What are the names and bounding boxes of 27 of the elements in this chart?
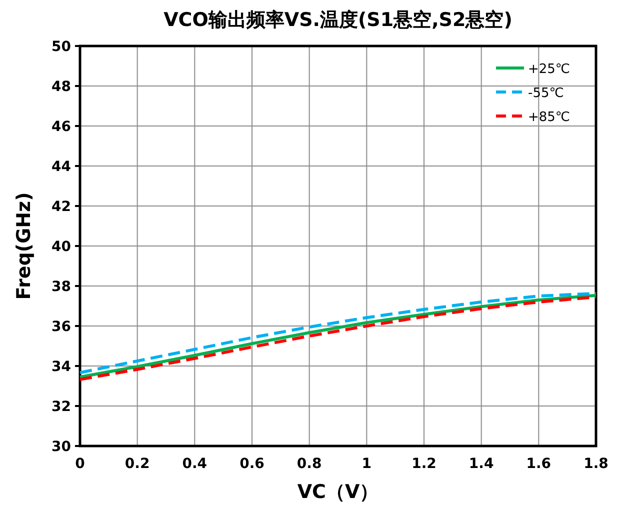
legend-label: +85℃ (528, 110, 570, 125)
y-tick-label: 48 (52, 79, 71, 95)
legend-label: -55℃ (528, 86, 564, 101)
x-tick-label: 1.2 (412, 456, 436, 472)
x-tick-label: 0.4 (182, 456, 208, 472)
legend-label: +25℃ (528, 62, 570, 77)
y-tick-label: 34 (52, 359, 72, 375)
x-tick-label: 1.6 (526, 456, 552, 472)
y-tick-label: 44 (52, 159, 72, 175)
chart-title: VCO输出频率VS.温度(S1悬空,S2悬空) (164, 9, 512, 31)
y-tick-label: 50 (52, 39, 72, 55)
x-axis-title: VC（V） (297, 481, 379, 503)
y-tick-label: 38 (52, 279, 71, 295)
x-tick-label: 0.8 (296, 456, 322, 472)
y-tick-label: 46 (52, 119, 71, 135)
y-tick-label: 32 (52, 399, 71, 415)
y-tick-label: 36 (52, 319, 71, 335)
x-tick-label: 0 (75, 456, 86, 472)
y-axis-title: Freq(GHz) (13, 192, 35, 300)
y-tick-label: 42 (52, 199, 71, 215)
y-tick-label: 40 (52, 239, 72, 255)
y-tick-label: 30 (52, 439, 72, 455)
x-tick-label: 1 (362, 456, 372, 472)
x-tick-label: 0.2 (124, 456, 150, 472)
x-tick-label: 0.6 (240, 456, 264, 472)
x-tick-label: 1.4 (468, 456, 494, 472)
x-tick-label: 1.8 (584, 456, 608, 472)
